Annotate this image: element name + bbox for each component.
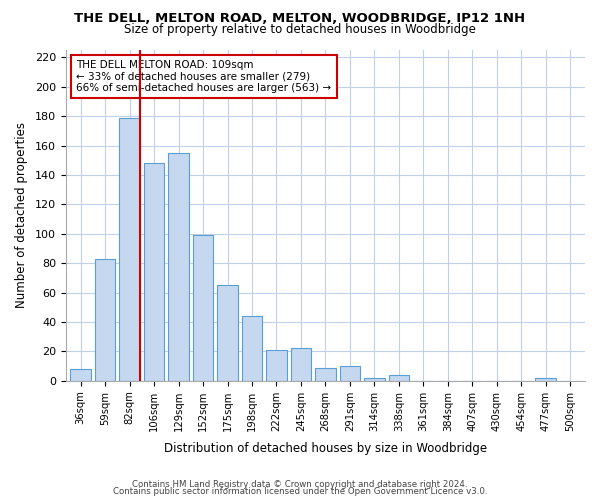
- Text: THE DELL, MELTON ROAD, MELTON, WOODBRIDGE, IP12 1NH: THE DELL, MELTON ROAD, MELTON, WOODBRIDG…: [74, 12, 526, 26]
- Text: Size of property relative to detached houses in Woodbridge: Size of property relative to detached ho…: [124, 22, 476, 36]
- Bar: [242, 316, 262, 381]
- Text: Contains HM Land Registry data © Crown copyright and database right 2024.: Contains HM Land Registry data © Crown c…: [132, 480, 468, 489]
- Bar: [95, 259, 115, 381]
- Text: THE DELL MELTON ROAD: 109sqm
← 33% of detached houses are smaller (279)
66% of s: THE DELL MELTON ROAD: 109sqm ← 33% of de…: [76, 60, 331, 93]
- Bar: [70, 369, 91, 381]
- Text: Contains public sector information licensed under the Open Government Licence v3: Contains public sector information licen…: [113, 487, 487, 496]
- Bar: [315, 368, 336, 381]
- Bar: [119, 118, 140, 381]
- Bar: [266, 350, 287, 381]
- Bar: [168, 153, 189, 381]
- Bar: [340, 366, 361, 381]
- Bar: [364, 378, 385, 381]
- Y-axis label: Number of detached properties: Number of detached properties: [15, 122, 28, 308]
- Bar: [143, 163, 164, 381]
- Bar: [217, 285, 238, 381]
- Bar: [389, 375, 409, 381]
- Bar: [193, 235, 214, 381]
- Bar: [535, 378, 556, 381]
- Bar: [290, 348, 311, 381]
- X-axis label: Distribution of detached houses by size in Woodbridge: Distribution of detached houses by size …: [164, 442, 487, 455]
